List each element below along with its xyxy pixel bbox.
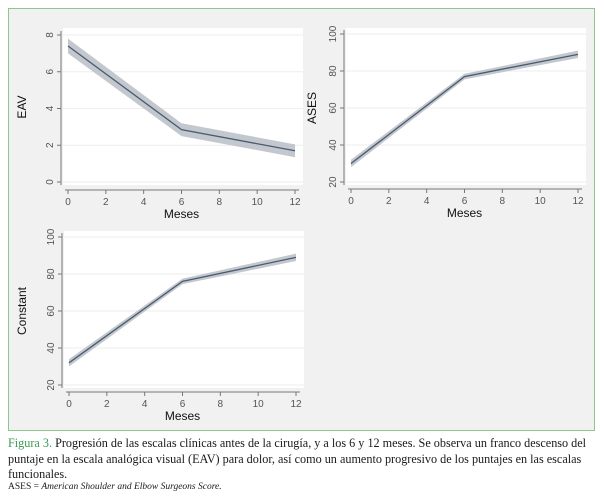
caption-label: Figura 3. bbox=[8, 436, 53, 450]
panel-2-x-tick-label-5: 10 bbox=[535, 196, 547, 207]
panel-2-x-tick-label-2: 4 bbox=[424, 196, 430, 207]
panel-2-x-axis-title: Meses bbox=[447, 206, 482, 220]
note-expansion: American Shoulder and Elbow Surgeons Sco… bbox=[41, 482, 222, 492]
panel-2-x-tick-label-0: 0 bbox=[348, 196, 354, 207]
panel-3-confidence-band bbox=[69, 253, 296, 367]
panel-2-x-tick-label-6: 12 bbox=[572, 196, 584, 207]
panel-3-x-axis-title: Meses bbox=[165, 409, 200, 423]
panel-1-x-tick-label-2: 4 bbox=[141, 197, 147, 208]
panel-3-plot-area bbox=[64, 231, 304, 388]
panel-2-x-tick-label-3: 6 bbox=[462, 196, 468, 207]
panel-1-x-axis-title: Meses bbox=[164, 207, 199, 221]
panel-2-x-tick-label-4: 8 bbox=[500, 196, 506, 207]
panel-3-x-tick-label-2: 4 bbox=[142, 399, 148, 410]
panel-1-x-tick-label-3: 6 bbox=[179, 197, 185, 208]
panel-1-x-tick-label-5: 10 bbox=[252, 197, 264, 208]
panel-1-x-tick-label-4: 8 bbox=[217, 197, 223, 208]
panel-2-y-tick-label-0: 20 bbox=[328, 176, 339, 188]
abbreviation-note: ASES = American Shoulder and Elbow Surge… bbox=[8, 482, 222, 492]
panel-2-y-tick-label-1: 40 bbox=[328, 139, 339, 151]
panel-3-x-tick-label-1: 2 bbox=[104, 399, 110, 410]
panel-3-y-tick-label-3: 80 bbox=[46, 268, 57, 280]
panel-1-y-tick-label-4: 8 bbox=[45, 32, 56, 38]
panel-1-confidence-band bbox=[68, 38, 295, 158]
panel-3-y-tick-label-1: 40 bbox=[46, 342, 57, 354]
panel-3-x-tick-label-0: 0 bbox=[66, 399, 72, 410]
panel-1-x-tick-label-6: 12 bbox=[289, 197, 301, 208]
panel-1-x-tick-label-1: 2 bbox=[103, 197, 109, 208]
panel-3-y-tick-label-0: 20 bbox=[46, 379, 57, 391]
panel-1-y-tick-label-2: 4 bbox=[45, 105, 56, 111]
panel-2-y-axis-title: ASES bbox=[305, 92, 319, 124]
panel-3-x-tick-label-3: 6 bbox=[180, 399, 186, 410]
panel-3-x-tick-label-5: 10 bbox=[253, 399, 265, 410]
panel-1-y-axis-title: EAV bbox=[15, 95, 29, 118]
panel-2-y-tick-label-4: 100 bbox=[328, 25, 339, 42]
panel-2-y-tick-label-3: 80 bbox=[328, 65, 339, 77]
panel-2-plot-area bbox=[346, 28, 586, 185]
panel-3-y-tick-label-4: 100 bbox=[46, 228, 57, 245]
figure-caption: Figura 3. Progresión de las escalas clín… bbox=[8, 436, 600, 483]
panel-3-x-tick-label-6: 12 bbox=[290, 399, 302, 410]
caption-text: Progresión de las escalas clínicas antes… bbox=[8, 436, 587, 481]
panel-3-x-tick-label-4: 8 bbox=[218, 399, 224, 410]
panel-1-y-tick-label-1: 2 bbox=[45, 142, 56, 148]
panel-2-y-tick-label-2: 60 bbox=[328, 102, 339, 114]
panel-3-y-axis-title: Constant bbox=[15, 286, 29, 335]
panel-1-y-tick-label-3: 6 bbox=[45, 69, 56, 75]
panel-1-y-tick-label-0: 0 bbox=[45, 179, 56, 185]
panel-2-x-tick-label-1: 2 bbox=[386, 196, 392, 207]
note-abbr: ASES = bbox=[8, 482, 42, 492]
panel-1-x-tick-label-0: 0 bbox=[65, 197, 71, 208]
panel-1-plot-area bbox=[63, 28, 303, 185]
panel-2-confidence-band bbox=[351, 50, 578, 168]
panel-3-y-tick-label-2: 60 bbox=[46, 305, 57, 317]
